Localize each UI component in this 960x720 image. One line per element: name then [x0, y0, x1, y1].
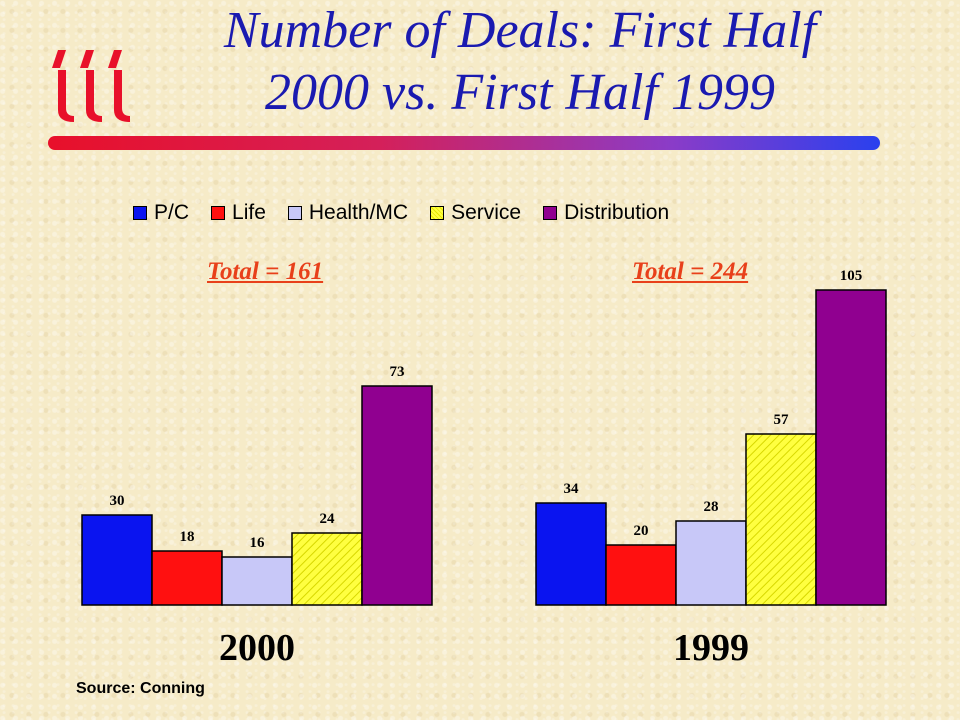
legend-label-health: Health/MC [308, 201, 409, 224]
legend: P/C Life Health/MC Service Distribution [133, 201, 691, 225]
value-label-2000-p-c: 30 [110, 493, 125, 509]
bar-1999-service [745, 433, 817, 606]
value-label-2000-life: 18 [180, 529, 195, 545]
bar-2000-distribution [361, 385, 433, 606]
total-label-1999: Total = 244 [632, 258, 749, 285]
iii-logo-icon [52, 50, 130, 122]
bar-2000-life [151, 550, 223, 606]
title-divider [48, 136, 880, 150]
legend-label-life: Life [232, 201, 266, 224]
legend-item-life: Life [211, 201, 266, 225]
value-label-1999-service: 57 [774, 412, 790, 428]
legend-swatch-life [211, 206, 226, 220]
legend-label-distribution: Distribution [564, 201, 670, 224]
value-label-2000-distribution: 73 [390, 364, 405, 380]
legend-swatch-service [430, 206, 445, 220]
source-note: Source: Conning [76, 680, 205, 697]
legend-swatch-health [287, 206, 302, 220]
bar-1999-health-mc [675, 520, 747, 606]
category-label-2000: 2000 [219, 627, 295, 669]
legend-label-pc: P/C [154, 201, 190, 224]
category-label-1999: 1999 [673, 627, 749, 669]
bar-1999-distribution [815, 289, 887, 606]
bar-2000-health-mc [221, 556, 293, 606]
value-label-1999-life: 20 [634, 523, 649, 539]
value-label-1999-p-c: 34 [564, 481, 580, 497]
bar-2000-service [291, 532, 363, 606]
legend-swatch-pc [133, 206, 147, 220]
title-line-1: Number of Deals: First Half [223, 2, 817, 59]
legend-item-pc: P/C [133, 201, 189, 225]
total-label-2000: Total = 161 [207, 258, 324, 285]
value-label-2000-service: 24 [320, 511, 336, 527]
value-label-1999-distribution: 105 [840, 268, 863, 284]
bar-1999-life [605, 544, 677, 606]
value-label-1999-health-mc: 28 [704, 499, 719, 515]
page-title: Number of Deals: First Half 2000 vs. Fir… [150, 0, 890, 124]
legend-label-service: Service [451, 201, 522, 224]
legend-item-health: Health/MC [287, 201, 409, 225]
bar-1999-p-c [535, 502, 607, 606]
legend-item-service: Service [430, 201, 521, 225]
legend-swatch-distribution [543, 206, 558, 220]
title-line-2: 2000 vs. First Half 1999 [265, 64, 775, 121]
bar-2000-p-c [81, 514, 153, 606]
value-label-2000-health-mc: 16 [250, 535, 266, 551]
legend-item-distribution: Distribution [543, 201, 669, 225]
